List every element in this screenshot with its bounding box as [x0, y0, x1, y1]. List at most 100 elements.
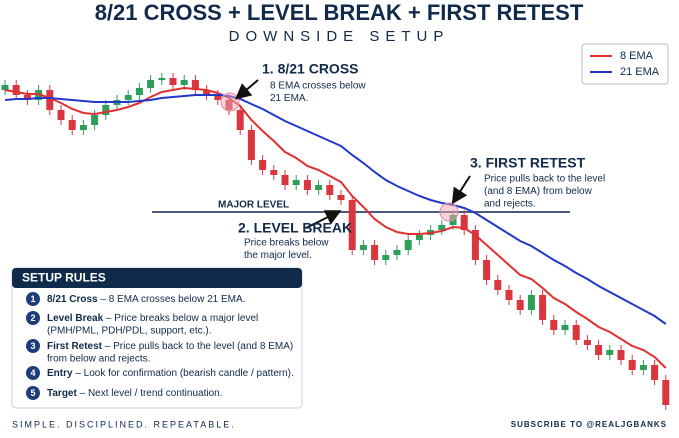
candle [404, 240, 412, 250]
candle [1, 85, 9, 90]
candle [68, 120, 76, 130]
rule-text: Target – Next level / trend continuation… [47, 388, 222, 399]
rule-term: Entry [47, 368, 73, 379]
candle [180, 80, 188, 85]
rule-term: 8/21 Cross [47, 294, 98, 305]
candle [214, 95, 222, 100]
candle [516, 300, 524, 310]
rule-text: from below and rejects. [47, 354, 150, 365]
rule-desc: – Next level / trend continuation. [77, 388, 223, 399]
rule-text: First Retest – Price pulls back to the l… [47, 341, 293, 352]
arrow [234, 79, 259, 100]
candle [348, 200, 356, 250]
candle [494, 280, 502, 290]
candle [651, 365, 659, 380]
annotation-title: 2. LEVEL BREAK [238, 220, 352, 236]
candle [158, 78, 166, 80]
candle [191, 80, 199, 90]
annotation-title: 3. FIRST RETEST [470, 155, 586, 171]
candle [572, 325, 580, 340]
step-number: 1 [30, 294, 35, 304]
candle [147, 80, 155, 88]
cross-marker [220, 92, 240, 112]
step-badge [26, 386, 40, 400]
candle [315, 185, 323, 190]
candle [438, 225, 446, 230]
rules-header [12, 268, 302, 288]
candle [270, 170, 278, 175]
annotation-text: Price breaks below [244, 238, 329, 249]
annotation-text: the major level. [244, 250, 312, 261]
rule-desc: – Price pulls back to the level (and 8 E… [102, 341, 293, 352]
candle [236, 110, 244, 130]
candle [102, 105, 110, 115]
footer-right: SUBSCRIBE TO @REALJGBANKS [511, 420, 667, 429]
chart-subtitle: DOWNSIDE SETUP [229, 28, 450, 45]
candle [23, 95, 31, 100]
annotation-title: 1. 8/21 CROSS [262, 61, 359, 77]
candle [359, 245, 367, 250]
arrow [451, 175, 471, 205]
annotation-text: (and 8 EMA) from below [484, 186, 593, 197]
candle [203, 90, 211, 95]
step-badge [26, 311, 40, 325]
ema-line [4, 86, 667, 369]
candle [662, 380, 670, 405]
candle [595, 345, 603, 355]
rule-term: First Retest [47, 341, 103, 352]
annotation-text: Price pulls back to the level [484, 174, 605, 185]
legend: 8 EMA 21 EMA [581, 43, 669, 85]
rule-text: Level Break – Price breaks below a major… [47, 313, 258, 324]
candle [393, 250, 401, 255]
annotation-text: 21 EMA. [270, 93, 308, 104]
candle [371, 245, 379, 260]
candle [471, 230, 479, 260]
legend-label: 21 EMA [620, 66, 660, 78]
candle [326, 185, 334, 195]
rule-text: Entry – Look for confirmation (bearish c… [47, 368, 294, 379]
rule-desc: – Price breaks below a major level [103, 313, 258, 324]
candle [382, 255, 390, 260]
candle [79, 125, 87, 130]
candle [124, 95, 132, 100]
candle [550, 320, 558, 330]
candle [583, 340, 591, 345]
rule-desc: – Look for confirmation (bearish candle … [73, 368, 294, 379]
candle [505, 290, 513, 300]
rule-term: Level Break [47, 313, 104, 324]
step-badge [26, 339, 40, 353]
candle [561, 325, 569, 330]
step-number: 3 [30, 341, 35, 351]
candle [303, 180, 311, 190]
setup-rules: SETUP RULES 1 8/21 Cross – 8 EMA crosses … [11, 267, 303, 409]
plot: MAJOR LEVEL [1, 73, 670, 410]
step-badge [26, 366, 40, 380]
candle [247, 130, 255, 160]
footer-left: SIMPLE. DISCIPLINED. REPEATABLE. [12, 419, 236, 429]
major-level-label: MAJOR LEVEL [218, 200, 289, 211]
candle [606, 350, 614, 355]
candle [337, 195, 345, 200]
candle [527, 295, 535, 310]
step-number: 2 [30, 313, 35, 323]
candle [292, 180, 300, 185]
candle [460, 215, 468, 230]
rule-desc: – 8 EMA crosses below 21 EMA. [98, 294, 246, 305]
step-number: 5 [30, 388, 35, 398]
legend-label: 8 EMA [620, 50, 654, 62]
candle [259, 160, 267, 170]
arrow [305, 210, 342, 229]
rules-title: SETUP RULES [22, 271, 106, 285]
candle [135, 88, 143, 95]
candle [46, 90, 54, 110]
rule-term: Target [47, 388, 77, 399]
candle [617, 350, 625, 360]
candle [628, 360, 636, 370]
candle [281, 175, 289, 185]
retest-marker [439, 202, 459, 222]
ema-line [4, 94, 667, 325]
candle [415, 235, 423, 240]
annotation-text: 8 EMA crosses below [270, 81, 366, 92]
